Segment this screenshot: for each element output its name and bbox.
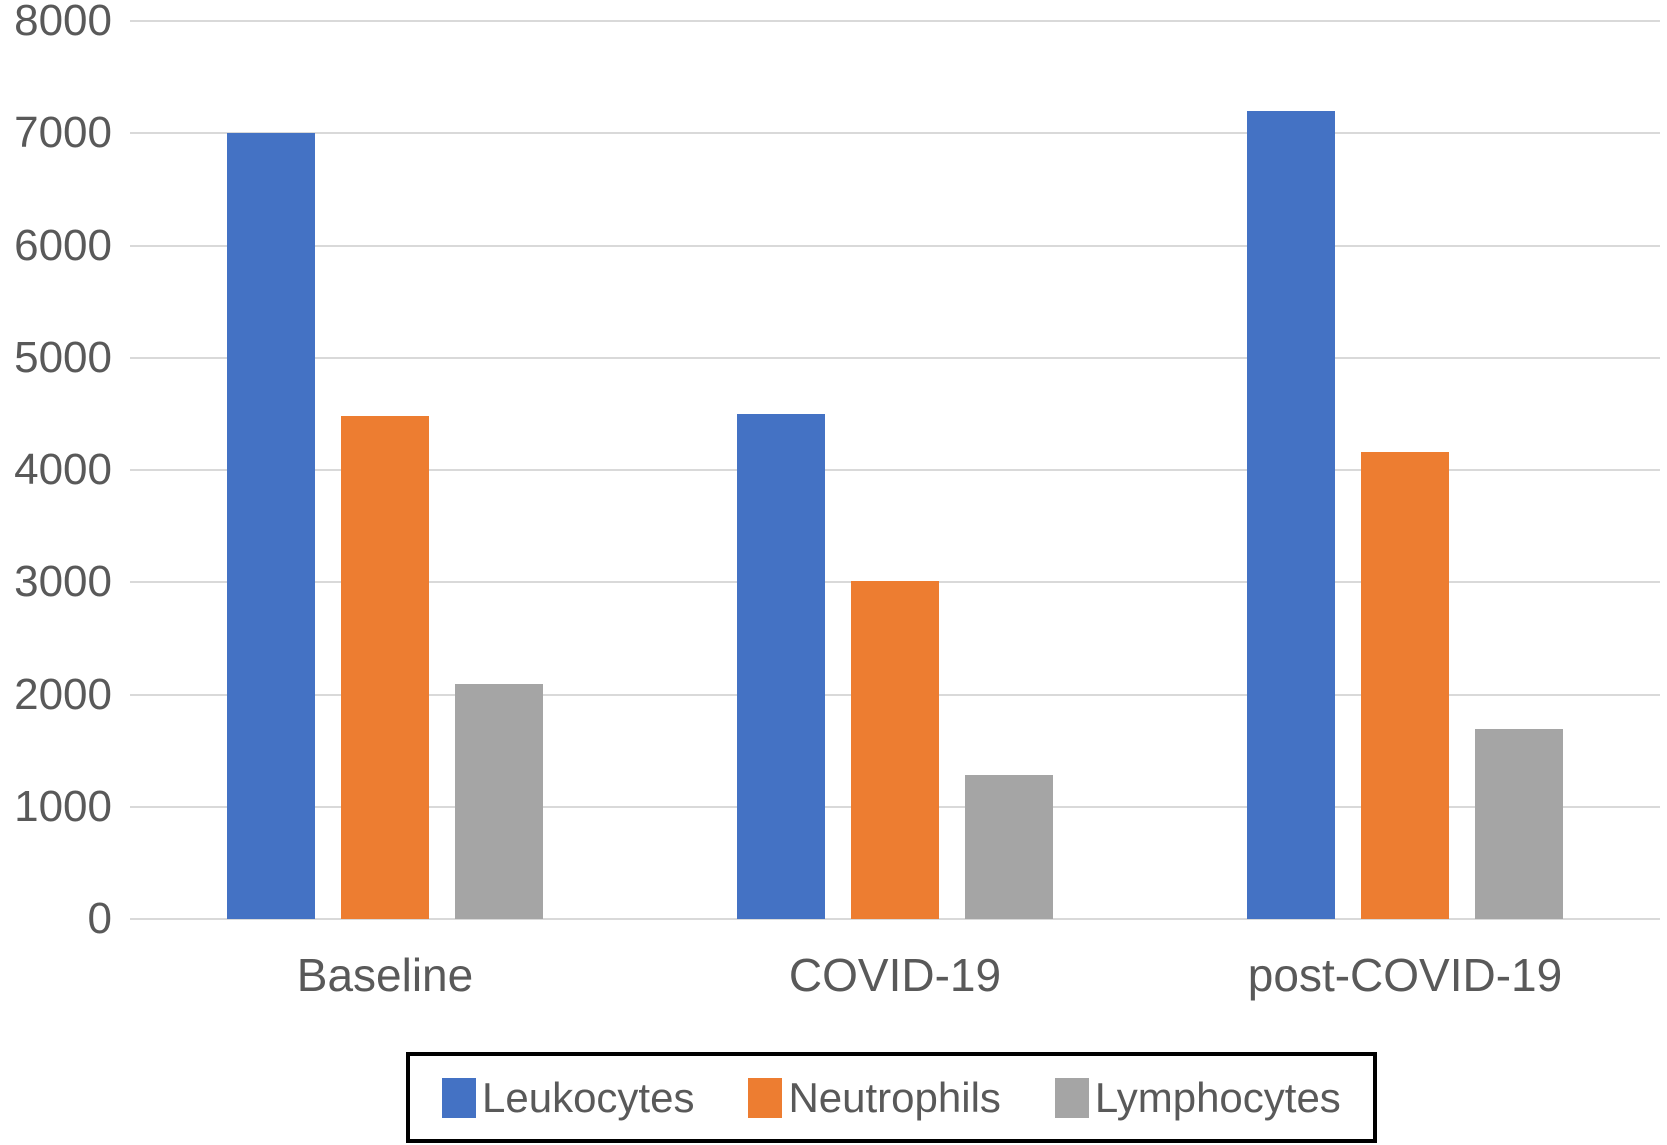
y-axis-tick-label: 1000: [14, 781, 112, 831]
bar-lymphocytes-covid-19: [965, 775, 1053, 919]
legend-item-lymphocytes: Lymphocytes: [1054, 1073, 1341, 1122]
gridline-7000: [130, 132, 1660, 135]
y-axis-tick-label: 7000: [14, 108, 112, 158]
legend-label: Leukocytes: [482, 1073, 695, 1121]
bar-group-post-covid-19: [1150, 21, 1660, 919]
bar-lymphocytes-post-covid-19: [1475, 729, 1563, 919]
bar-neutrophils-post-covid-19: [1361, 452, 1449, 919]
gridline-4000: [130, 469, 1660, 471]
gridline-8000: [130, 20, 1660, 22]
legend-swatch-icon: [748, 1077, 783, 1118]
bar-leukocytes-covid-19: [737, 413, 825, 919]
bar-neutrophils-covid-19: [851, 581, 939, 919]
y-axis-tick-label: 0: [87, 894, 112, 943]
legend-label: Neutrophils: [788, 1073, 1001, 1121]
x-axis-category-label: post-COVID-19: [1247, 949, 1563, 1001]
bar-group-covid-19: [640, 21, 1150, 919]
y-axis-tick-label: 6000: [14, 220, 112, 270]
plot-area: [130, 20, 1660, 920]
legend-swatch-icon: [442, 1077, 476, 1118]
x-axis-category-labels: Baseline COVID-19 post-COVID-19: [130, 948, 1660, 1002]
x-axis-category-label: COVID-19: [788, 949, 1002, 1001]
bar-neutrophils-baseline: [341, 416, 429, 919]
y-axis-tick-label: 4000: [14, 445, 112, 494]
y-axis-tick-label: 8000: [14, 0, 112, 45]
bar-leukocytes-baseline: [227, 133, 315, 919]
gridline-0: [130, 918, 1660, 920]
y-axis-tick-label: 5000: [14, 332, 112, 382]
bar-lymphocytes-baseline: [455, 684, 543, 919]
gridline-5000: [130, 356, 1660, 359]
y-axis-tick-label: 3000: [14, 557, 112, 607]
legend-label: Lymphocytes: [1094, 1073, 1341, 1121]
bar-leukocytes-post-covid-19: [1247, 110, 1335, 919]
y-axis-tick-label: 2000: [14, 669, 112, 719]
legend-item-neutrophils: Neutrophils: [748, 1073, 1001, 1122]
legend-item-leukocytes: Leukocytes: [442, 1074, 694, 1122]
legend-swatch-icon: [1054, 1077, 1089, 1118]
gridline-6000: [130, 244, 1660, 247]
bars-layer: [130, 21, 1660, 919]
x-axis-category-label: Baseline: [296, 949, 474, 1001]
legend: Leukocytes Neutrophils Lymphocytes: [406, 1052, 1377, 1143]
bar-group-baseline: [130, 21, 640, 919]
